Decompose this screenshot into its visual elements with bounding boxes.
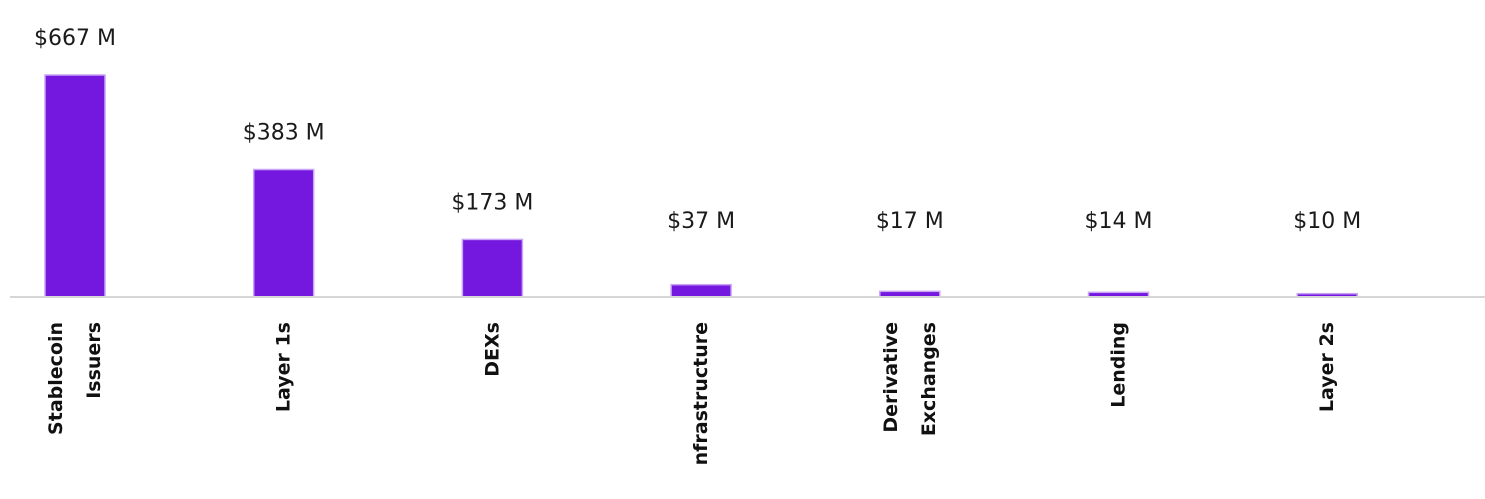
category-label-0-line-1: Issuers (83, 322, 105, 399)
value-label-1: $383 M (243, 121, 325, 146)
category-label-0-line-0: Stablecoin (45, 322, 67, 435)
bars-group (44, 74, 1358, 298)
bar-2 (461, 238, 524, 298)
category-label-4-line-0: Derivative (880, 322, 902, 433)
value-label-6: $10 M (1293, 209, 1361, 234)
value-labels-group: $667 M $383 M $173 M $37 M $17 M $14 M $10 M (34, 26, 1361, 234)
category-label-6-line-0: Layer 2s (1316, 322, 1338, 412)
category-label-2-line-0: DEXs (481, 322, 503, 377)
category-label-3-line-0: nfrastructure (690, 322, 712, 465)
category-label-5-line-0: Lending (1108, 322, 1130, 408)
bar-1 (252, 168, 315, 298)
value-label-3: $37 M (667, 209, 735, 234)
category-label-1-line-0: Layer 1s (273, 322, 295, 412)
category-labels-group: Stablecoin Issuers Layer 1s DEXs nfrastructu… (45, 322, 1338, 465)
value-label-5: $14 M (1085, 209, 1153, 234)
value-label-0: $667 M (34, 26, 116, 51)
bar-3 (670, 283, 732, 298)
category-label-4-line-1: Exchanges (918, 322, 940, 436)
value-label-4: $17 M (876, 209, 944, 234)
bar-0 (44, 74, 106, 298)
value-label-2: $173 M (451, 190, 533, 215)
